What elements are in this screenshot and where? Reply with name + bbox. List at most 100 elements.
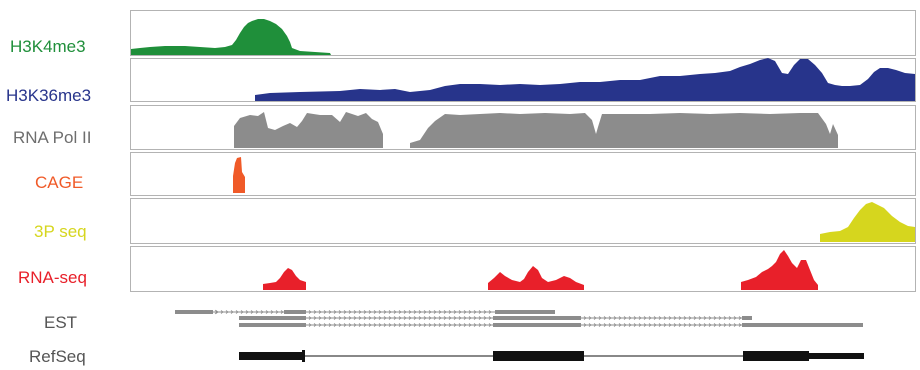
est-chevron xyxy=(628,323,632,327)
est-chevron xyxy=(235,310,239,314)
est-chevron xyxy=(718,316,722,320)
est-chevron xyxy=(663,316,667,320)
est-chevron xyxy=(453,323,457,327)
track-label-h3k36me3: H3K36me3 xyxy=(6,86,91,105)
est-chevron xyxy=(613,316,617,320)
est-chevron xyxy=(338,316,342,320)
est-chevron xyxy=(220,310,224,314)
est-chevron xyxy=(368,310,372,314)
signal-rna-seq-3 xyxy=(741,250,818,290)
refseq-exon xyxy=(302,350,305,362)
est-chevron xyxy=(638,323,642,327)
est-chevron xyxy=(468,310,472,314)
signal-rna-pol-ii-1 xyxy=(234,112,383,148)
est-chevron xyxy=(225,310,229,314)
est-chevron xyxy=(463,316,467,320)
est-chevron xyxy=(328,323,332,327)
est-chevron xyxy=(363,323,367,327)
est-chevron xyxy=(373,310,377,314)
est-chevron xyxy=(423,323,427,327)
est-chevron xyxy=(343,310,347,314)
track-label-est: EST xyxy=(44,313,77,332)
est-chevron xyxy=(423,316,427,320)
est-chevron xyxy=(698,323,702,327)
est-chevron xyxy=(458,316,462,320)
est-chevron xyxy=(308,323,312,327)
est-chevron xyxy=(403,310,407,314)
est-chevron xyxy=(403,316,407,320)
est-chevron xyxy=(643,323,647,327)
est-chevron xyxy=(358,316,362,320)
est-chevron xyxy=(653,316,657,320)
est-chevron xyxy=(433,316,437,320)
est-exon xyxy=(493,316,581,320)
est-chevron xyxy=(265,310,269,314)
est-chevron xyxy=(443,323,447,327)
est-chevron xyxy=(333,316,337,320)
est-chevron xyxy=(473,316,477,320)
est-chevron xyxy=(448,316,452,320)
est-chevron xyxy=(728,323,732,327)
est-chevron xyxy=(413,310,417,314)
est-chevron xyxy=(428,316,432,320)
est-intron-arrows xyxy=(214,309,218,315)
est-chevron xyxy=(393,323,397,327)
est-chevron xyxy=(608,316,612,320)
est-chevron xyxy=(598,316,602,320)
est-chevron xyxy=(473,310,477,314)
track-label-h3k4me3: H3K4me3 xyxy=(10,37,86,56)
est-chevron xyxy=(603,316,607,320)
est-chevron xyxy=(353,310,357,314)
est-chevron xyxy=(453,316,457,320)
est-chevron xyxy=(433,310,437,314)
est-chevron xyxy=(628,316,632,320)
track-frame-h3k36me3 xyxy=(130,58,916,102)
est-chevron xyxy=(408,316,412,320)
est-chevron xyxy=(693,323,697,327)
est-chevron xyxy=(613,323,617,327)
est-chevron xyxy=(648,323,652,327)
est-chevron xyxy=(723,316,727,320)
est-chevron xyxy=(668,316,672,320)
est-chevron xyxy=(348,323,352,327)
est-chevron xyxy=(483,316,487,320)
est-chevron xyxy=(388,316,392,320)
est-chevron xyxy=(398,310,402,314)
est-exon xyxy=(239,323,306,327)
est-chevron xyxy=(308,316,312,320)
est-chevron xyxy=(488,323,492,327)
est-chevron xyxy=(623,316,627,320)
refseq-exon xyxy=(809,353,864,359)
est-chevron xyxy=(393,316,397,320)
est-chevron xyxy=(333,323,337,327)
refseq-exon xyxy=(493,351,584,361)
est-chevron xyxy=(658,316,662,320)
est-chevron xyxy=(738,316,742,320)
est-chevron xyxy=(738,323,742,327)
est-chevron xyxy=(608,323,612,327)
est-chevron xyxy=(458,310,462,314)
est-chevron xyxy=(463,310,467,314)
est-chevron xyxy=(438,316,442,320)
est-chevron xyxy=(438,310,442,314)
est-chevron xyxy=(398,323,402,327)
est-chevron xyxy=(343,316,347,320)
est-chevron xyxy=(413,316,417,320)
est-chevron xyxy=(358,310,362,314)
est-chevron xyxy=(318,323,322,327)
est-chevron xyxy=(703,323,707,327)
est-chevron xyxy=(343,323,347,327)
est-chevron xyxy=(583,316,587,320)
est-chevron xyxy=(718,323,722,327)
track-label-cage: CAGE xyxy=(35,173,83,192)
est-chevron xyxy=(403,323,407,327)
est-exon xyxy=(493,323,581,327)
track-label-rna-seq: RNA-seq xyxy=(18,268,87,287)
est-chevron xyxy=(378,316,382,320)
est-chevron xyxy=(598,323,602,327)
track-frame-cage xyxy=(130,152,916,196)
signal-cage xyxy=(233,157,245,193)
est-chevron xyxy=(373,323,377,327)
est-chevron xyxy=(318,316,322,320)
est-chevron xyxy=(453,310,457,314)
